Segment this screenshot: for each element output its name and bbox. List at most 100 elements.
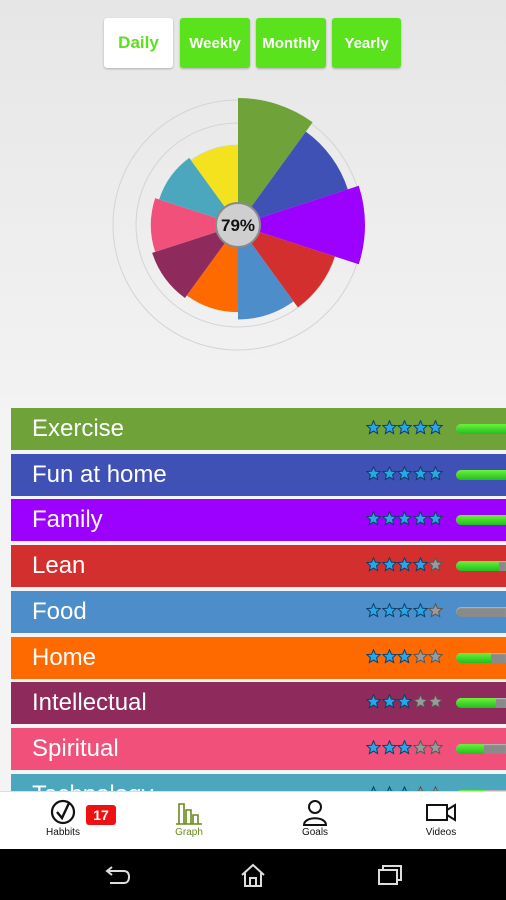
habit-row[interactable]: Technology <box>11 773 506 791</box>
recent-apps-icon[interactable] <box>374 862 404 888</box>
star-filled-icon <box>365 465 382 481</box>
habit-name: Fun at home <box>32 460 167 488</box>
habit-progress-bar <box>456 698 506 709</box>
habit-polar-chart: 79% <box>111 98 365 352</box>
star-filled-icon <box>396 648 413 664</box>
habit-rating <box>365 785 444 791</box>
nav-label: Goals <box>301 827 329 838</box>
star-filled-icon <box>412 556 428 572</box>
habit-progress-fill <box>456 743 484 754</box>
star-filled-icon <box>381 556 397 572</box>
star-empty-icon <box>412 785 428 791</box>
chart-segment <box>238 185 365 265</box>
star-filled-icon <box>365 510 382 527</box>
habit-progress-bar <box>456 469 506 480</box>
habit-name: Food <box>32 597 87 625</box>
star-filled-icon <box>365 785 382 791</box>
habit-progress-fill <box>456 789 486 791</box>
star-filled-icon <box>381 419 397 435</box>
tab-monthly[interactable]: Monthly <box>256 18 326 68</box>
habit-row[interactable]: Lean <box>11 545 506 588</box>
nav-graph[interactable]: Graph <box>144 792 234 850</box>
habit-row[interactable]: Exercise <box>11 408 506 450</box>
chart-segment <box>238 131 348 225</box>
star-filled-icon <box>427 510 444 527</box>
star-filled-icon <box>427 419 444 435</box>
habit-progress-fill <box>456 698 496 709</box>
graph-panel: Daily Weekly Monthly Yearly 79% <box>0 0 506 408</box>
habit-progress-bar <box>456 743 506 754</box>
star-filled-icon <box>396 510 413 527</box>
habit-name: Lean <box>32 552 86 580</box>
habit-rating <box>365 648 444 667</box>
star-filled-icon <box>396 419 413 435</box>
habit-row[interactable]: Home <box>11 636 506 679</box>
habit-progress-bar <box>456 561 506 572</box>
polar-chart-svg: 79% <box>112 98 365 351</box>
chart-segment <box>159 157 238 225</box>
chart-segment <box>238 225 294 320</box>
video-camera-icon <box>426 803 456 822</box>
star-filled-icon <box>412 510 428 527</box>
bottom-nav: Habbits 17 Graph Goals Videos <box>0 791 506 850</box>
habit-name: Spiritual <box>32 734 119 762</box>
habit-list[interactable]: Exercise Fun at home Family Lean Food Home Int… <box>0 408 506 791</box>
back-icon[interactable] <box>102 862 132 888</box>
habit-name: Intellectual <box>32 689 147 717</box>
nav-habbits[interactable]: Habbits <box>18 792 108 850</box>
star-filled-icon <box>412 602 428 618</box>
star-empty-icon <box>427 693 444 709</box>
star-filled-icon <box>381 739 397 755</box>
habit-progress-bar <box>456 652 506 663</box>
overall-percentage: 79% <box>221 216 255 235</box>
habit-row[interactable]: Food <box>11 590 506 633</box>
habit-progress-bar <box>456 606 506 617</box>
star-empty-icon <box>412 693 428 709</box>
nav-label: Graph <box>175 827 203 838</box>
star-filled-icon <box>381 602 397 618</box>
star-filled-icon <box>381 648 397 664</box>
habit-progress-bar <box>456 789 506 791</box>
habit-progress-fill <box>456 561 499 572</box>
chart-center-hub <box>215 202 261 248</box>
tab-weekly[interactable]: Weekly <box>180 18 250 68</box>
tab-yearly[interactable]: Yearly <box>332 18 401 68</box>
habit-row[interactable]: Family <box>11 499 506 542</box>
star-filled-icon <box>427 465 444 481</box>
nav-label: Videos <box>425 827 457 838</box>
star-filled-icon <box>381 510 397 527</box>
habit-row[interactable]: Spiritual <box>11 727 506 770</box>
star-filled-icon <box>396 465 413 481</box>
habit-row[interactable]: Intellectual <box>11 682 506 725</box>
habit-name: Exercise <box>32 415 125 442</box>
star-filled-icon <box>412 419 428 435</box>
star-empty-icon <box>427 602 444 618</box>
tab-daily[interactable]: Daily <box>104 18 173 68</box>
habbits-count-badge: 17 <box>86 805 116 825</box>
check-circle-icon <box>50 799 76 825</box>
home-icon[interactable] <box>238 862 268 888</box>
star-filled-icon <box>412 465 428 481</box>
nav-goals[interactable]: Goals <box>270 792 360 850</box>
nav-videos[interactable]: Videos <box>396 792 486 850</box>
habit-name: Technology <box>32 774 153 791</box>
habit-progress-bar <box>456 424 506 434</box>
habit-rating <box>365 602 444 621</box>
chart-segment <box>152 225 238 299</box>
chart-segment <box>186 225 238 313</box>
star-empty-icon <box>427 648 444 664</box>
system-navigation-bar <box>0 849 506 900</box>
star-filled-icon <box>365 419 382 435</box>
habit-progress-fill <box>456 469 506 480</box>
star-filled-icon <box>381 785 397 791</box>
habit-progress-bar <box>456 515 506 526</box>
habit-rating <box>365 693 444 712</box>
habit-rating <box>365 419 444 438</box>
habit-rating <box>365 510 444 529</box>
chart-segment <box>191 145 238 225</box>
habit-progress-fill <box>456 424 506 434</box>
habit-row[interactable]: Fun at home <box>11 453 506 496</box>
habit-rating <box>365 739 444 758</box>
bar-chart-icon <box>176 803 202 825</box>
habit-name: Family <box>32 506 103 534</box>
